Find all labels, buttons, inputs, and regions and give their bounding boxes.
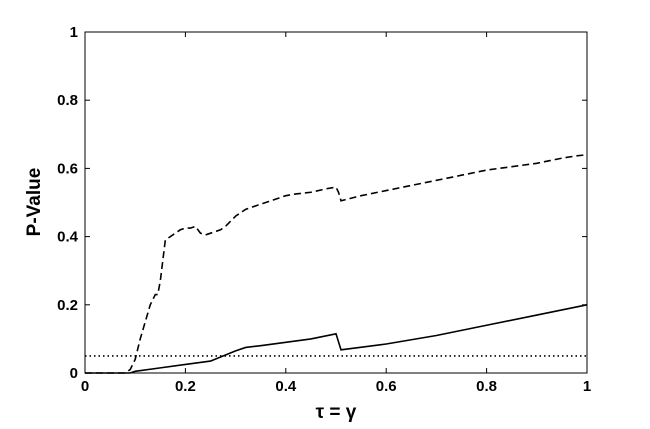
- series-line-solid: [85, 304, 588, 374]
- x-tick-label: 0.2: [175, 378, 196, 395]
- x-tick-label: 0.4: [275, 378, 297, 395]
- plot-area: [84, 31, 588, 374]
- y-tick-label: 0.2: [57, 297, 78, 314]
- y-tick-label: 0: [70, 365, 78, 382]
- y-tick-label: 0.4: [57, 229, 79, 246]
- y-tick-label: 0.8: [57, 92, 78, 109]
- x-tick-label: 0.8: [476, 378, 497, 395]
- x-tick-label: 1: [583, 378, 591, 395]
- y-axis-title: P-Value: [24, 168, 45, 237]
- y-tick-label: 1: [70, 24, 78, 41]
- x-tick-label: 0: [81, 378, 89, 395]
- tick-layer: 0 0.2 0.4 0.6 0.8 1 0 0.2 0.4 0.6 0.8 1: [57, 24, 591, 395]
- series-layer: [85, 153, 588, 374]
- y-tick-label: 0.6: [57, 160, 78, 177]
- x-axis-title: τ = γ: [316, 402, 357, 423]
- series-line-dashed: [85, 153, 588, 374]
- x-tick-label: 0.6: [376, 378, 397, 395]
